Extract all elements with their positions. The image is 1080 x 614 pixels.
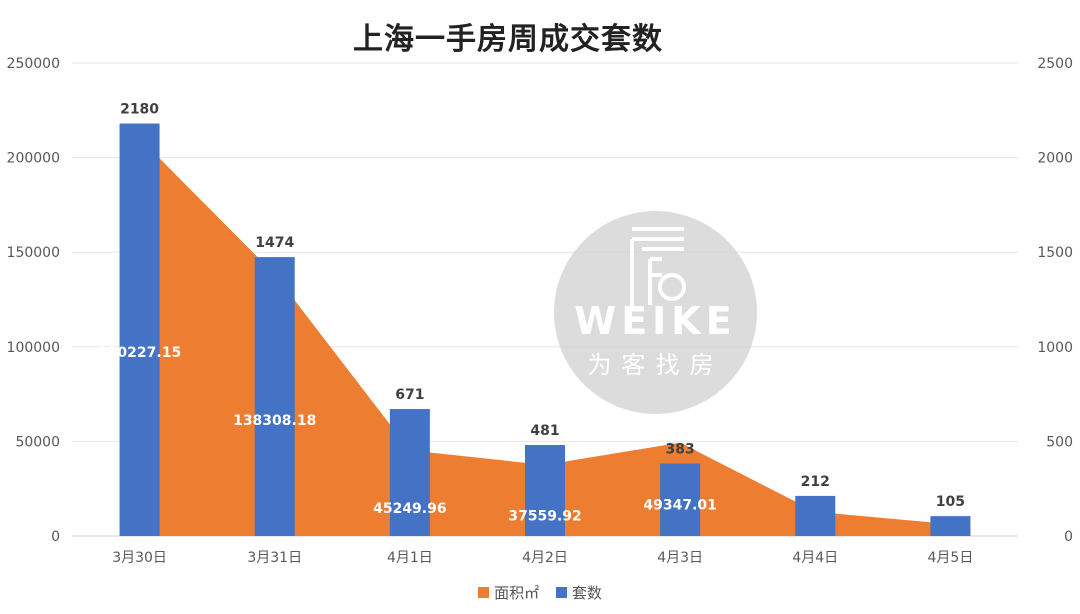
- legend-label-area: 面积㎡: [494, 584, 540, 602]
- bar-3: [525, 444, 565, 536]
- watermark: WEIKE 为客找房: [554, 211, 757, 414]
- house-logo-icon: [630, 227, 686, 307]
- bar-label-6: 105: [936, 494, 965, 510]
- right-y-tick-label: 1500: [1037, 245, 1073, 261]
- x-tick-label: 3月31日: [247, 550, 302, 566]
- area-label-0: 210227.15: [98, 345, 181, 361]
- x-tick-label: 3月30日: [112, 550, 167, 566]
- legend: 面积㎡ 套数: [0, 582, 1080, 603]
- x-tick-label: 4月4日: [792, 550, 838, 566]
- bar-1: [254, 257, 295, 536]
- watermark-brand: WEIKE: [574, 299, 737, 343]
- right-y-tick-label: 1000: [1037, 340, 1073, 356]
- bar-2: [389, 409, 430, 536]
- x-tick-label: 4月5日: [928, 550, 974, 566]
- bar-0: [119, 123, 160, 536]
- bar-series: [119, 123, 971, 536]
- right-y-tick-label: 2500: [1037, 56, 1073, 72]
- legend-label-bar: 套数: [571, 584, 602, 602]
- right-y-tick-label: 500: [1046, 434, 1073, 450]
- x-tick-label: 4月3日: [657, 550, 703, 566]
- area-label-5: 12802.6: [783, 540, 847, 556]
- area-label-4: 49347.01: [643, 497, 717, 513]
- bar-label-0: 2180: [120, 102, 159, 118]
- bar-4: [660, 463, 701, 536]
- bar-label-5: 212: [801, 474, 830, 490]
- x-tick-labels: 3月30日 3月31日 4月1日 4月2日 4月3日 4月4日 4月5日: [112, 550, 973, 566]
- left-y-tick-label: 100000: [7, 340, 60, 356]
- right-y-tick-label: 2000: [1037, 151, 1073, 167]
- left-y-tick-labels: 0 50000 100000 150000 200000 250000: [7, 56, 60, 545]
- bar-6: [930, 516, 971, 536]
- bar-label-1: 1474: [255, 235, 294, 251]
- legend-item-area: 面积㎡: [478, 582, 539, 603]
- bar-label-4: 383: [666, 442, 695, 458]
- area-data-labels: 210227.15 138308.18 45249.96 37559.92 49347.…: [98, 345, 982, 568]
- bar-5: [795, 495, 836, 536]
- area-label-6: 6263.11: [919, 552, 983, 568]
- left-y-tick-label: 250000: [7, 56, 60, 72]
- left-y-tick-label: 200000: [7, 151, 60, 167]
- left-y-tick-label: 50000: [15, 434, 60, 450]
- x-tick-label: 4月1日: [387, 550, 433, 566]
- bar-label-3: 481: [530, 423, 559, 439]
- chart-title: 上海一手房周成交套数: [353, 22, 663, 57]
- area-series-area: [139, 138, 951, 536]
- right-y-tick-label: 0: [1064, 529, 1073, 545]
- bar-label-2: 671: [395, 387, 424, 403]
- left-y-tick-label: 0: [51, 529, 60, 545]
- right-y-tick-labels: 0 500 1000 1500 2000 2500: [1037, 56, 1073, 545]
- bar-data-labels: 2180 1474 671 481 383 212 105: [120, 102, 965, 511]
- left-y-tick-label: 150000: [7, 245, 60, 261]
- legend-swatch-area: [478, 587, 490, 598]
- watermark-tagline: 为客找房: [587, 351, 724, 379]
- legend-item-bar: 套数: [555, 582, 602, 603]
- area-label-3: 37559.92: [508, 508, 582, 524]
- x-tick-label: 4月2日: [522, 550, 568, 566]
- legend-swatch-bar: [555, 587, 567, 598]
- area-label-2: 45249.96: [373, 501, 447, 517]
- area-label-1: 138308.18: [233, 413, 316, 429]
